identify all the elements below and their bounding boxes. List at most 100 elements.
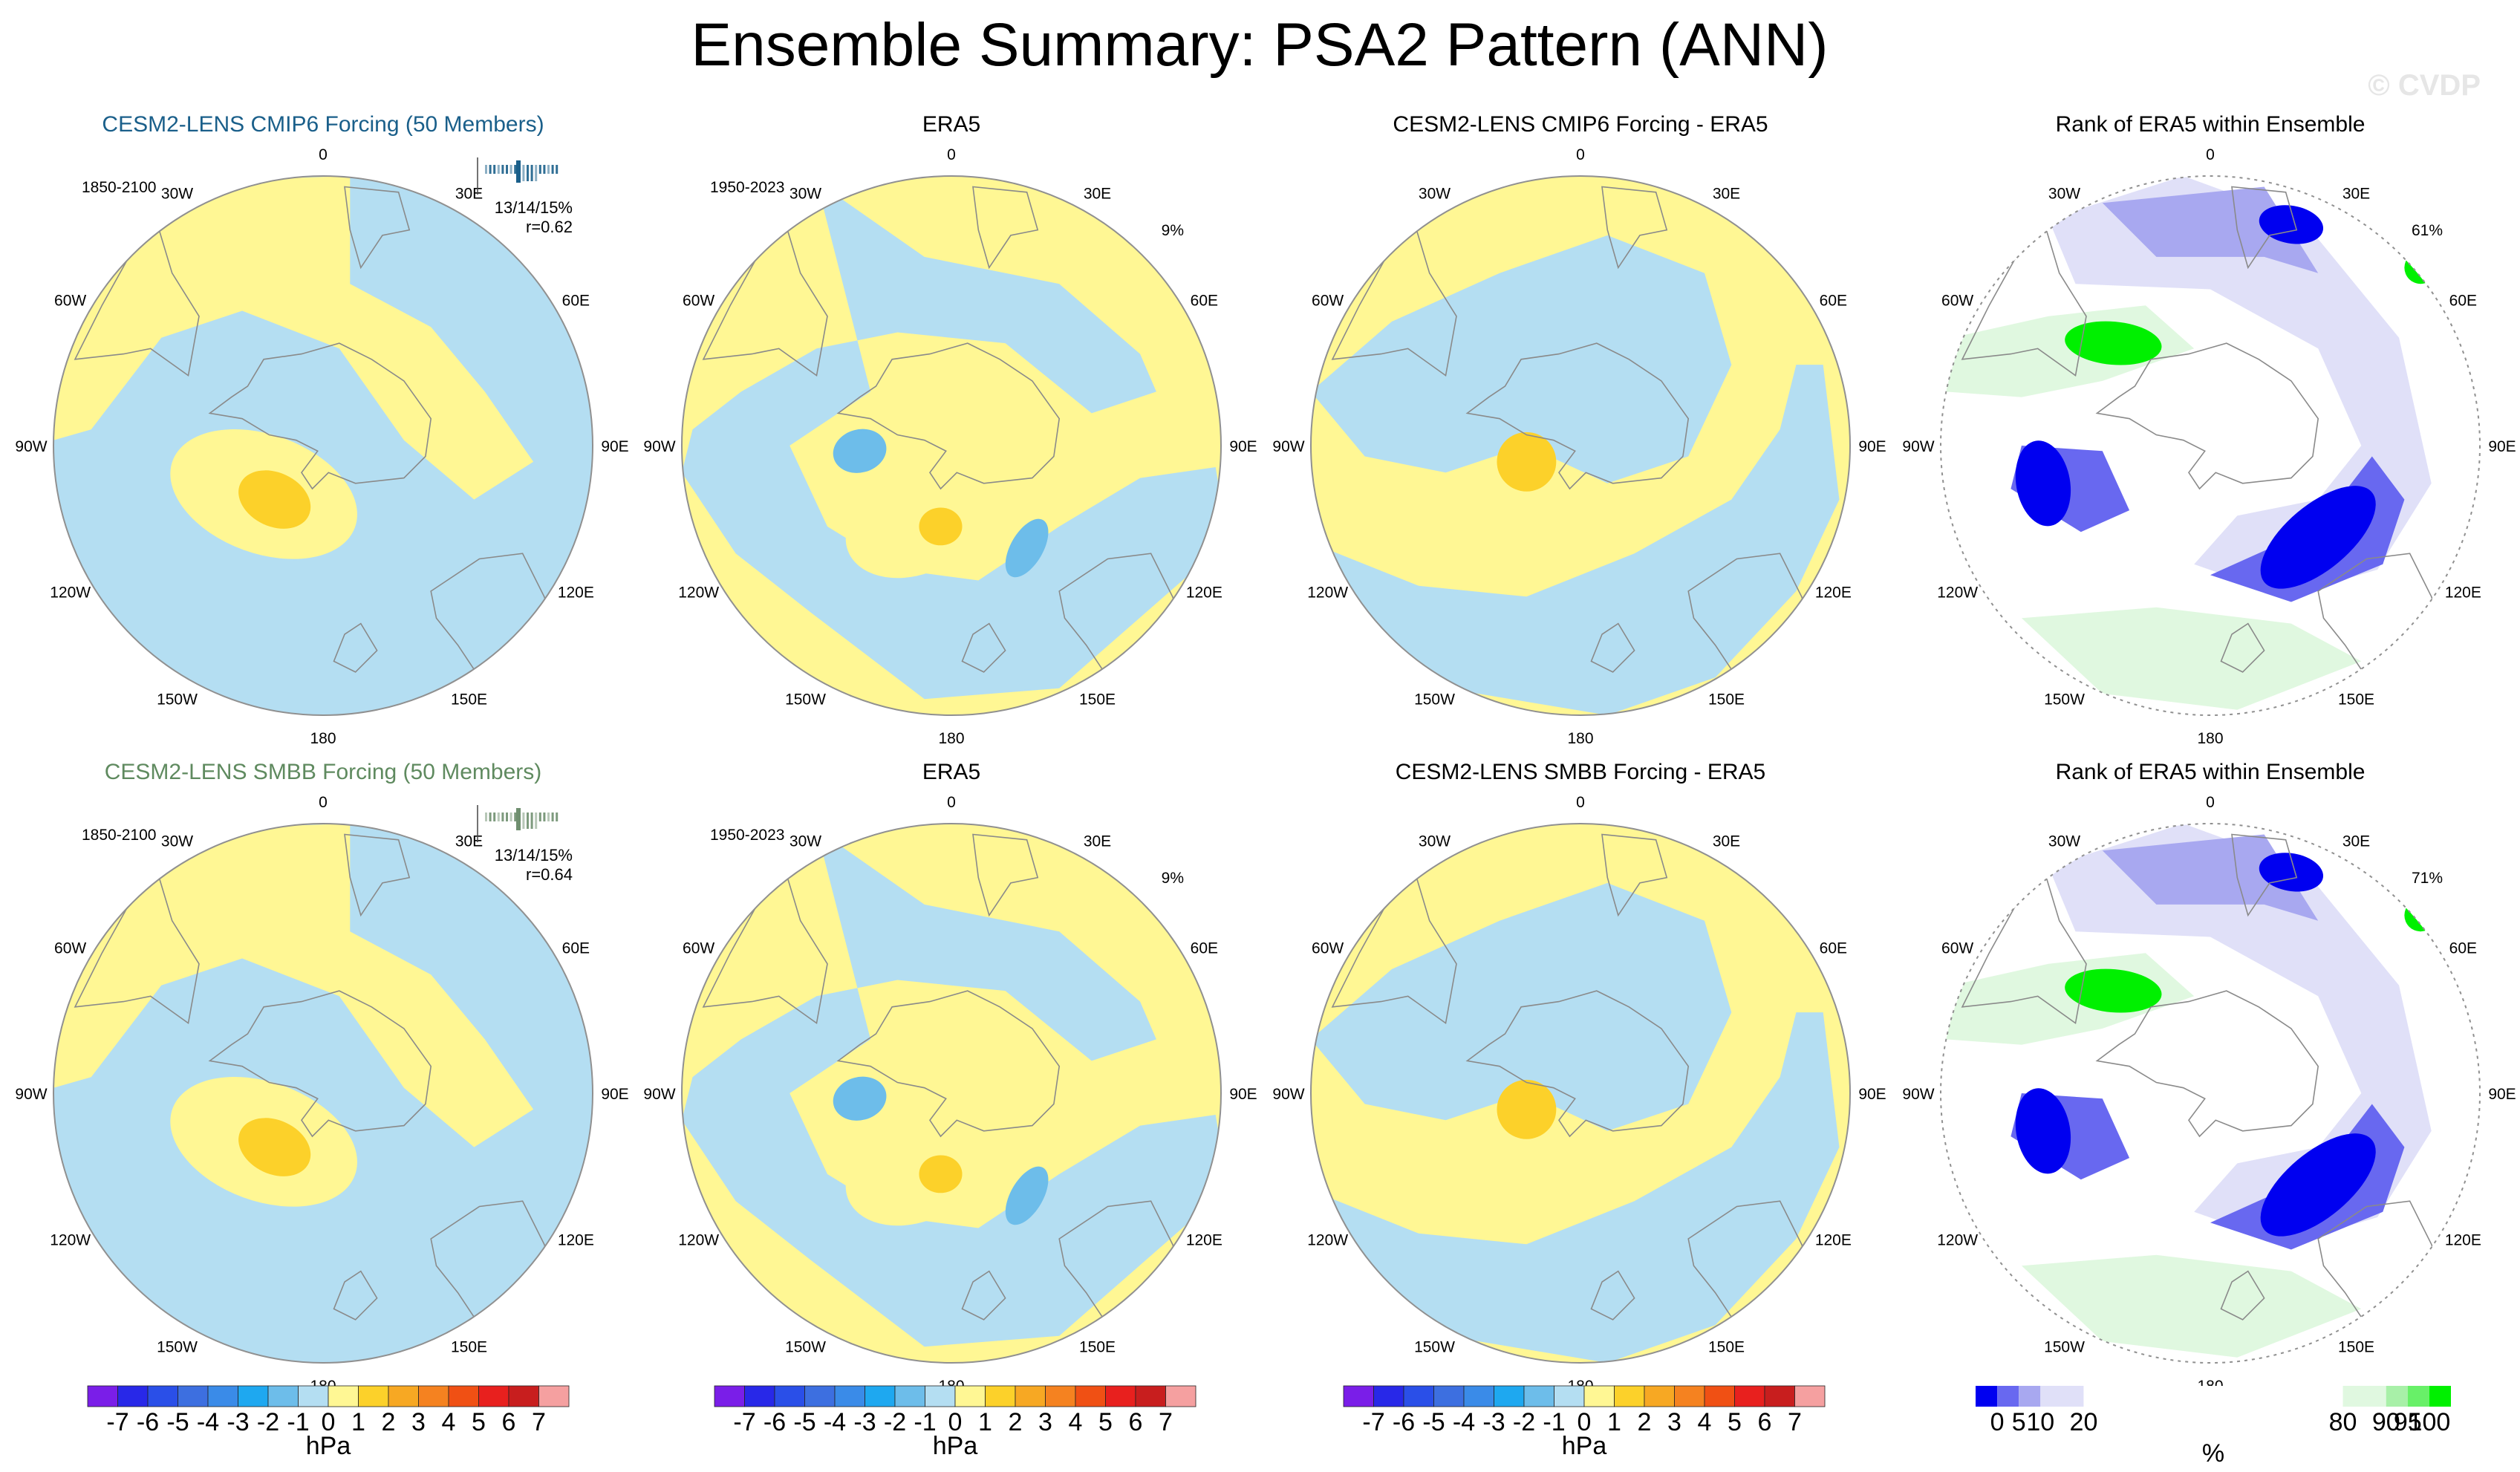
colorbar-swatch: [1105, 1385, 1136, 1407]
rank-high-spot: [2404, 251, 2437, 284]
lon-label: 90E: [1229, 1086, 1257, 1103]
colorbar-swatch: [1674, 1385, 1705, 1407]
coastline: [344, 186, 411, 270]
colorbar-swatch: [1554, 1385, 1585, 1407]
colorbar-swatch: [1075, 1385, 1106, 1407]
coastline: [1465, 990, 1690, 1138]
lon-label: 120W: [1937, 1232, 1978, 1249]
map-boundary: [1940, 823, 2481, 1364]
field: [1941, 176, 2480, 715]
coastline: [208, 990, 432, 1138]
cvdp-watermark: © CVDP: [2368, 69, 2481, 102]
positive-anomaly-core: [238, 470, 311, 529]
positive-anomaly-core: [1497, 1079, 1557, 1139]
colorbar-tick: 2: [1638, 1408, 1652, 1436]
coastline: [1465, 342, 1690, 490]
colorbar-tick: 20: [2070, 1408, 2098, 1436]
colorbar-swatch: [1614, 1385, 1645, 1407]
colorbar-tick: 5: [1098, 1408, 1113, 1436]
coastline: [836, 342, 1061, 490]
coastline: [702, 865, 828, 1024]
figure-title: Ensemble Summary: PSA2 Pattern (ANN): [691, 11, 1828, 79]
colorbar-swatch: [267, 1385, 299, 1407]
lon-label: 90E: [2488, 438, 2516, 455]
lon-label: 150E: [451, 691, 487, 708]
field: [1311, 824, 1850, 1363]
coastline: [2220, 622, 2265, 673]
map-boundary: [681, 175, 1222, 716]
pct-range-label: 13/14/15%: [495, 198, 573, 217]
colorbar-tick: 7: [1159, 1408, 1173, 1436]
lon-label: 30E: [1084, 186, 1111, 203]
map-boundary: [53, 823, 593, 1364]
coastline: [1590, 622, 1635, 673]
colorbar-tick: 10: [2026, 1408, 2054, 1436]
lon-label: 30E: [455, 833, 483, 850]
lon-label: 120E: [1815, 584, 1852, 602]
lon-label: 150W: [157, 691, 198, 708]
lon-label: 180: [938, 730, 964, 747]
colorbar-swatch: [1734, 1385, 1765, 1407]
colorbar-tick: 7: [1788, 1408, 1802, 1436]
lon-label: 90E: [1858, 438, 1886, 455]
lon-label: 90W: [1272, 1086, 1304, 1103]
colorbar-swatch: [1976, 1386, 1998, 1407]
colorbar-unit: hPa: [306, 1432, 351, 1460]
panel-title: ERA5: [922, 760, 980, 784]
lon-label: 150E: [2338, 1338, 2374, 1355]
colorbar-swatch: [2386, 1386, 2408, 1407]
colorbar-swatch: [1403, 1385, 1434, 1407]
coastline: [2095, 990, 2319, 1138]
colorbar-swatch: [117, 1385, 149, 1407]
lon-label: 30E: [1713, 833, 1740, 850]
lon-label: 120W: [678, 584, 719, 602]
panel-title: ERA5: [922, 112, 980, 137]
colorbar-tick: 1: [1607, 1408, 1621, 1436]
panel-title: CESM2-LENS SMBB Forcing (50 Members): [105, 760, 542, 784]
colorbar-swatch: [1045, 1385, 1076, 1407]
lon-label: 30E: [2342, 833, 2370, 850]
positive-anomaly-band: [53, 176, 534, 500]
map-boundary: [1310, 175, 1851, 716]
lon-label: 0: [947, 794, 956, 811]
spread-inset: [477, 805, 559, 842]
lon-label: 60W: [1312, 940, 1344, 957]
field: [682, 176, 1221, 715]
colorbar-swatch: [508, 1385, 539, 1407]
colorbar-swatch: [207, 1385, 238, 1407]
colorbar-swatch: [1997, 1386, 2019, 1407]
colorbar-swatch: [1644, 1385, 1675, 1407]
map-panel: CESM2-LENS SMBB Forcing (50 Members) 0 30E…: [15, 760, 628, 1395]
negative-anomaly-core: [833, 1076, 887, 1121]
colorbar-swatch: [954, 1385, 986, 1407]
colorbar-tick: -5: [166, 1408, 189, 1436]
lon-label: 60W: [54, 293, 86, 310]
colorbar-tick: -7: [1362, 1408, 1384, 1436]
colorbar-tick: -7: [106, 1408, 128, 1436]
map-boundary: [681, 823, 1222, 1364]
map-panel: ERA5030E60E90E120E150E180150W120W90W60W3…: [643, 760, 1257, 1395]
lon-label: 30W: [161, 833, 193, 850]
lon-label: 90E: [2488, 1086, 2516, 1103]
rank-high-band: [2021, 1254, 2362, 1358]
colorbar-swatch: [925, 1385, 956, 1407]
lon-label: 150E: [1708, 1338, 1745, 1355]
lon-label: 120E: [558, 584, 594, 602]
colorbar-swatch: [2429, 1386, 2451, 1407]
colorbar-tick: 5: [2012, 1408, 2026, 1436]
lon-label: 150W: [1414, 1338, 1455, 1355]
colorbar-swatch: [1794, 1385, 1826, 1407]
colorbar-swatch: [1433, 1385, 1465, 1407]
field: [1941, 824, 2480, 1363]
lon-label: 150W: [785, 1338, 826, 1355]
colorbar-tick: 3: [411, 1408, 426, 1436]
lon-label: 90W: [1902, 1086, 1934, 1103]
lon-label: 30E: [1713, 186, 1740, 203]
lon-label: 90W: [643, 438, 675, 455]
panel-title: CESM2-LENS SMBB Forcing - ERA5: [1396, 760, 1765, 784]
spread-inset: [477, 157, 559, 195]
coastline: [1331, 865, 1457, 1024]
